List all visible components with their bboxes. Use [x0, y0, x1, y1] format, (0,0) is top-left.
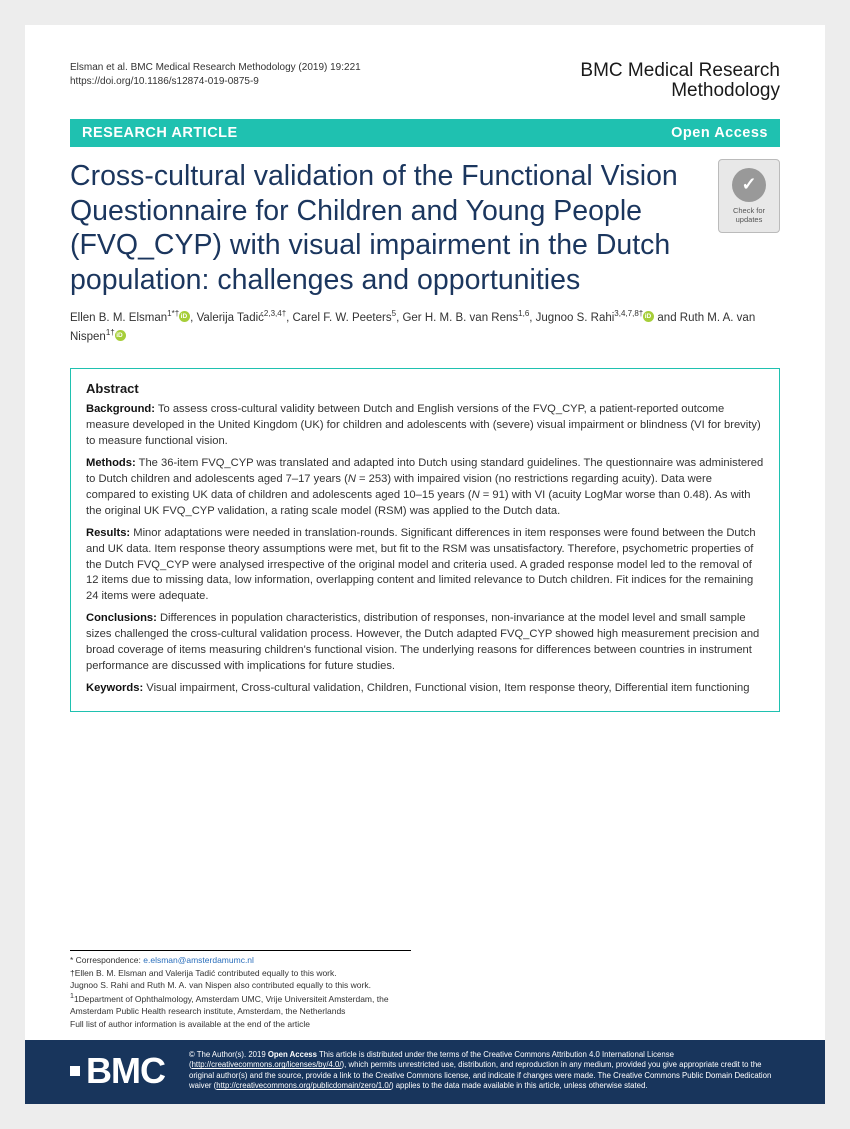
abs-kw-label: Keywords: [86, 682, 143, 694]
license-footer: BMC © The Author(s). 2019 Open Access Th… [25, 1040, 825, 1104]
author-name: Carel F. W. Peeters [293, 312, 392, 324]
author-aff: 3,4,7,8† [614, 309, 643, 318]
abstract-results: Results: Minor adaptations were needed i… [86, 526, 764, 606]
orcid-icon[interactable] [643, 311, 654, 322]
author-name: Jugnoo S. Rahi [536, 312, 615, 324]
bmc-logo-text: BMC [86, 1050, 165, 1092]
author-aff: 2,3,4† [264, 309, 286, 318]
orcid-icon[interactable] [115, 330, 126, 341]
equal-contrib-note: Jugnoo S. Rahi and Ruth M. A. van Nispen… [70, 979, 411, 991]
abs-me-label: Methods: [86, 457, 136, 469]
abstract-methods: Methods: The 36-item FVQ_CYP was transla… [86, 456, 764, 520]
author-list-note: Full list of author information is avail… [70, 1018, 411, 1030]
author-aff: 1,6 [518, 309, 529, 318]
license-oa: Open Access [268, 1050, 317, 1059]
article-type-label: RESEARCH ARTICLE [82, 125, 238, 141]
journal-brand: BMC Medical Research Methodology [580, 61, 780, 101]
title-row: Cross-cultural validation of the Functio… [70, 159, 780, 298]
author-name: Ellen B. M. Elsman [70, 312, 167, 324]
abs-co-text: Differences in population characteristic… [86, 612, 759, 672]
license-link[interactable]: http://creativecommons.org/publicdomain/… [216, 1081, 391, 1090]
author-name: Valerija Tadić [197, 312, 264, 324]
orcid-icon[interactable] [179, 311, 190, 322]
abstract-background: Background: To assess cross-cultural val… [86, 402, 764, 450]
abs-n: N [348, 473, 356, 485]
author-aff: 1*† [167, 309, 179, 318]
author-aff: 5 [392, 309, 396, 318]
crossmark-badge[interactable]: ✓ Check for updates [718, 159, 780, 233]
article-page: Elsman et al. BMC Medical Research Metho… [25, 25, 825, 1104]
crossmark-icon: ✓ [732, 168, 766, 202]
abs-re-label: Results: [86, 527, 130, 539]
bmc-logo: BMC [70, 1050, 165, 1092]
author-aff: 1† [106, 328, 115, 337]
open-access-label: Open Access [671, 125, 768, 141]
abstract-keywords: Keywords: Visual impairment, Cross-cultu… [86, 681, 764, 697]
abs-bg-label: Background: [86, 403, 155, 415]
abstract-conclusions: Conclusions: Differences in population c… [86, 611, 764, 675]
article-title: Cross-cultural validation of the Functio… [70, 159, 702, 298]
license-part: © The Author(s). 2019 [189, 1050, 268, 1059]
aff-text: 1Department of Ophthalmology, Amsterdam … [70, 994, 389, 1016]
corr-label: * Correspondence: [70, 955, 143, 965]
correspondence-line: * Correspondence: e.elsman@amsterdamumc.… [70, 954, 411, 966]
crossmark-label: Check for updates [723, 206, 775, 224]
license-text: © The Author(s). 2019 Open Access This a… [189, 1050, 780, 1092]
abstract-box: Abstract Background: To assess cross-cul… [70, 368, 780, 711]
page-header: Elsman et al. BMC Medical Research Metho… [70, 61, 780, 101]
citation-line: Elsman et al. BMC Medical Research Metho… [70, 61, 361, 75]
affiliation-note: 11Department of Ophthalmology, Amsterdam… [70, 991, 411, 1017]
license-part: ) applies to the data made available in … [391, 1081, 648, 1090]
abs-bg-text: To assess cross-cultural validity betwee… [86, 403, 761, 447]
abstract-heading: Abstract [86, 381, 764, 396]
equal-contrib-note: †Ellen B. M. Elsman and Valerija Tadić c… [70, 967, 411, 979]
abs-re-text: Minor adaptations were needed in transla… [86, 527, 756, 603]
author-name: Ger H. M. B. van Rens [402, 312, 518, 324]
citation-block: Elsman et al. BMC Medical Research Metho… [70, 61, 361, 89]
abs-n: N [472, 489, 480, 501]
author-list: Ellen B. M. Elsman1*†, Valerija Tadić2,3… [70, 308, 780, 346]
abs-co-label: Conclusions: [86, 612, 157, 624]
license-link[interactable]: http://creativecommons.org/licenses/by/4… [192, 1060, 342, 1069]
corr-email-link[interactable]: e.elsman@amsterdamumc.nl [143, 955, 254, 965]
abs-kw-text: Visual impairment, Cross-cultural valida… [143, 682, 749, 694]
doi-line: https://doi.org/10.1186/s12874-019-0875-… [70, 75, 361, 89]
footnotes: * Correspondence: e.elsman@amsterdamumc.… [70, 950, 411, 1030]
article-type-banner: RESEARCH ARTICLE Open Access [70, 119, 780, 147]
bmc-logo-icon [70, 1066, 80, 1076]
journal-name-l2: Methodology [671, 80, 780, 101]
journal-name-l1: BMC Medical Research [580, 60, 780, 81]
